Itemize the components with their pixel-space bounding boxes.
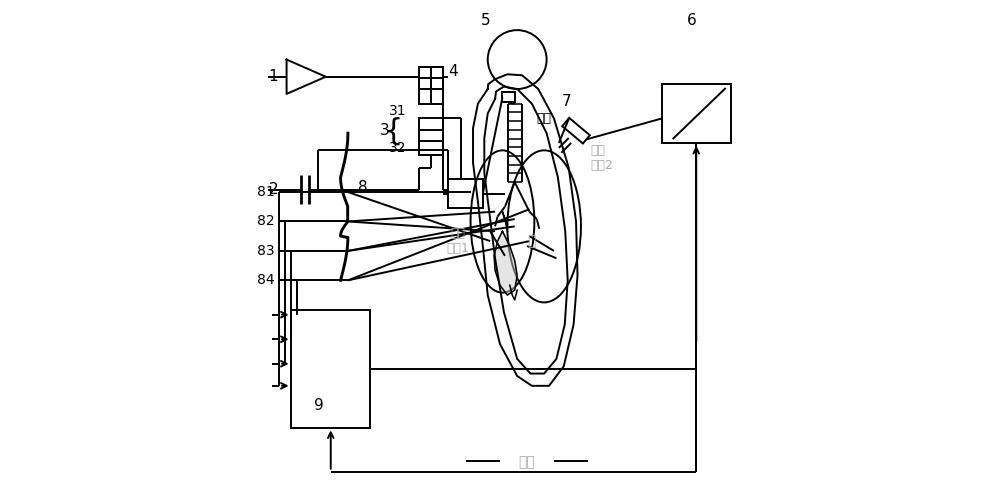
Text: 5: 5	[480, 13, 490, 28]
Bar	[419, 67, 443, 104]
Bar	[419, 119, 443, 155]
Text: 2: 2	[268, 182, 278, 197]
Text: 9: 9	[314, 398, 323, 413]
Text: 口腔: 口腔	[537, 112, 552, 125]
Bar	[502, 92, 515, 102]
Text: 肋间
肌群1: 肋间 肌群1	[447, 227, 470, 255]
Text: 31: 31	[389, 104, 407, 118]
Polygon shape	[494, 231, 517, 295]
Text: 8: 8	[358, 180, 367, 195]
Text: 肋间
肌群2: 肋间 肌群2	[591, 144, 614, 172]
Bar	[448, 179, 483, 208]
Text: 6: 6	[686, 13, 696, 28]
Text: 4: 4	[448, 64, 458, 79]
Bar	[662, 84, 731, 143]
Text: 81: 81	[257, 185, 274, 199]
Text: 84: 84	[257, 274, 274, 287]
Text: 82: 82	[257, 215, 274, 228]
Text: 32: 32	[389, 141, 407, 155]
Text: 肺: 肺	[528, 234, 536, 248]
Text: {: {	[384, 116, 403, 145]
Text: 1: 1	[268, 69, 278, 84]
Bar	[291, 310, 370, 428]
Text: 7: 7	[562, 94, 572, 109]
Text: 膈肌: 膈肌	[519, 455, 535, 469]
Text: 3: 3	[380, 123, 390, 138]
Text: 83: 83	[257, 244, 274, 258]
